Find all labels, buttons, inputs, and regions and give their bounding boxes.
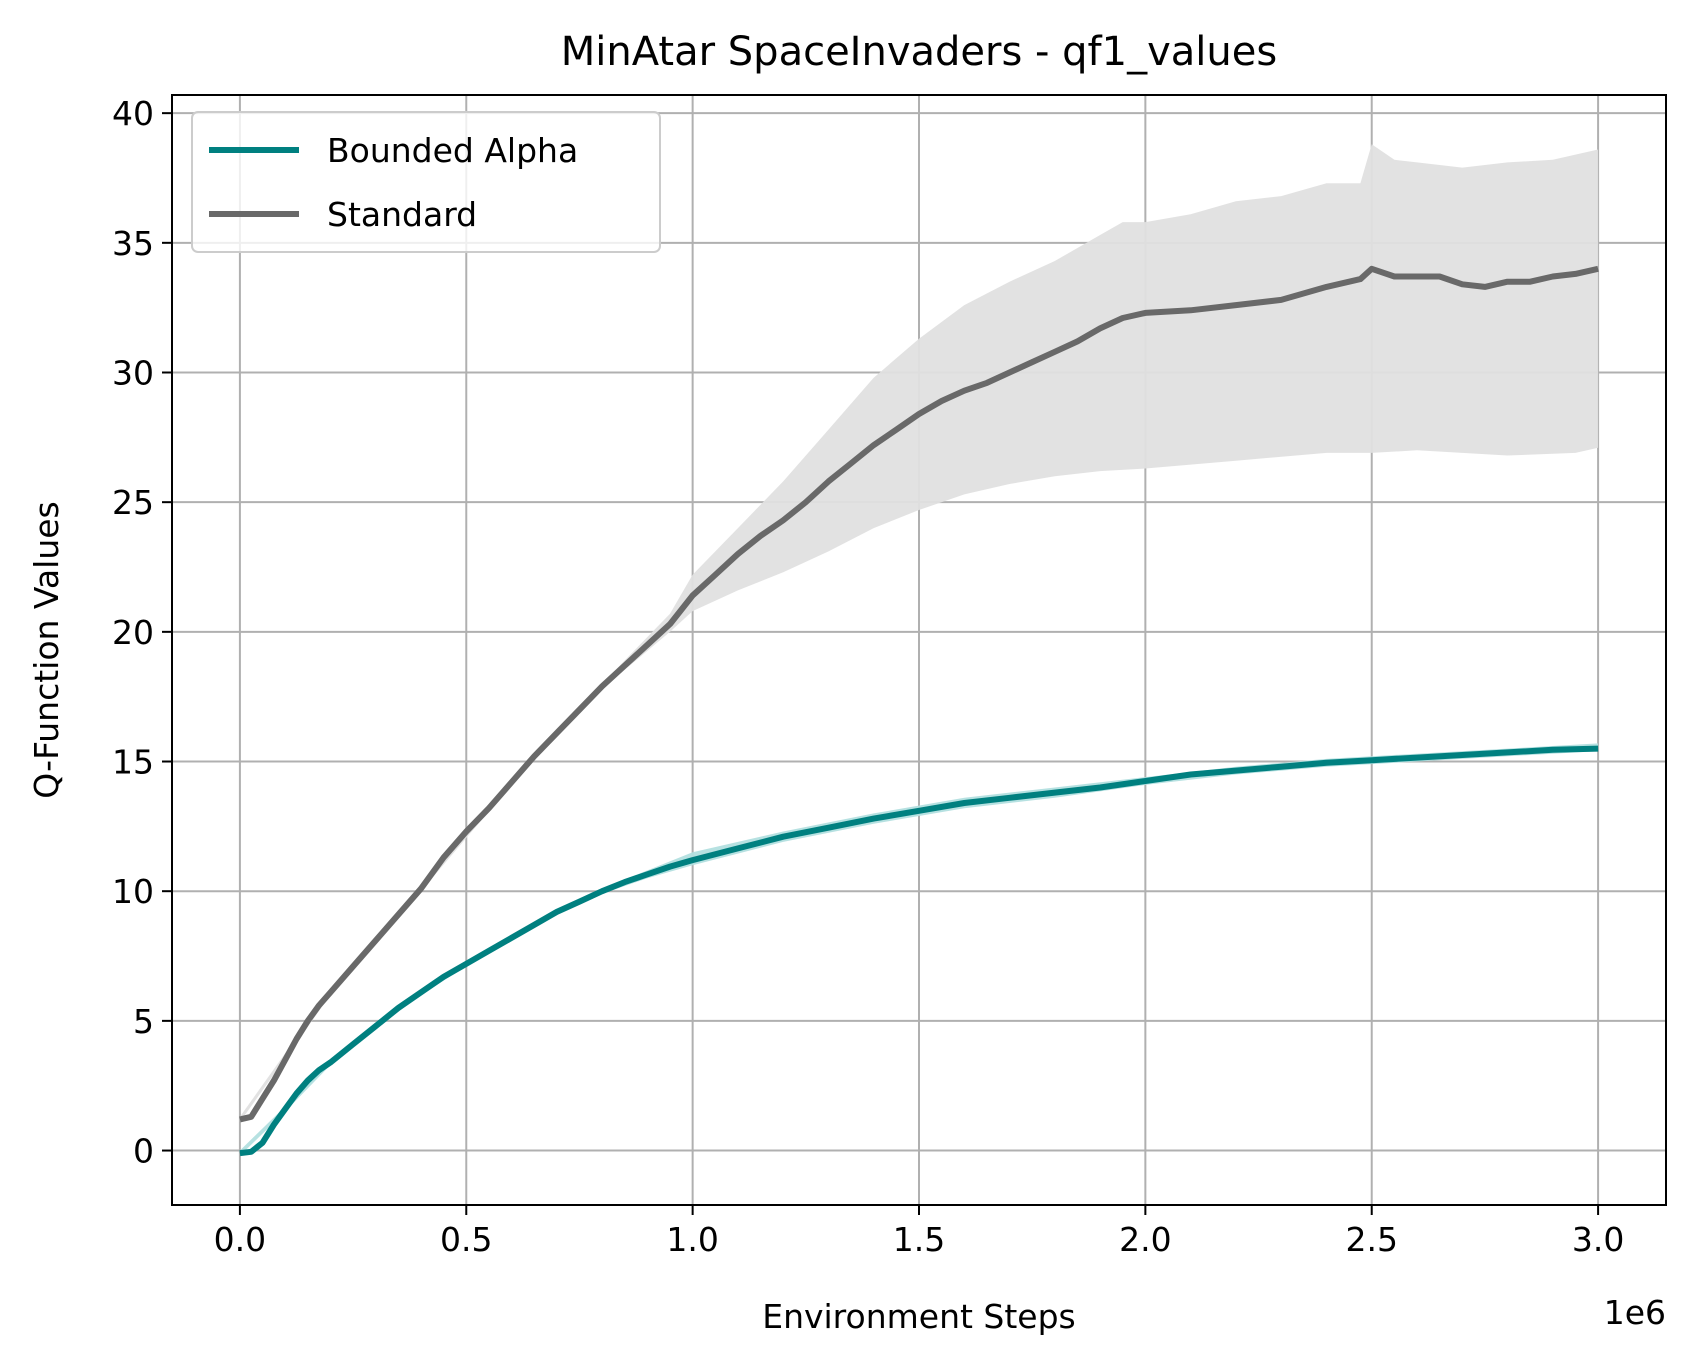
legend: Bounded Alpha Standard [191, 111, 661, 253]
x-tick-label: 1.5 [893, 1220, 945, 1259]
y-tick-label: 0 [133, 1132, 154, 1171]
y-tick-label: 25 [112, 483, 154, 522]
x-axis-offset-label: 1e6 [1604, 1293, 1666, 1332]
series-line-standard [239, 265, 1599, 1123]
x-tick-label: 3.0 [1572, 1220, 1624, 1259]
y-tick-label: 5 [133, 1002, 154, 1041]
y-tick-label: 20 [112, 613, 154, 652]
x-tick-label: 0.5 [440, 1220, 492, 1259]
x-tick-label: 1.0 [666, 1220, 718, 1259]
x-tick-label: 0.0 [214, 1220, 266, 1259]
y-tick-label: 35 [112, 224, 154, 263]
y-tick-label: 40 [112, 94, 154, 133]
legend-label-standard: Standard [327, 195, 477, 234]
y-tick-label: 15 [112, 743, 154, 782]
band-standard [239, 144, 1599, 1123]
y-axis-label: Q-Function Values [27, 501, 66, 798]
x-axis-label: Environment Steps [762, 1297, 1076, 1336]
y-tick-label: 30 [112, 354, 154, 393]
x-tick-label: 2.5 [1345, 1220, 1397, 1259]
axis-ticks: 0.0 0.5 1.0 1.5 2.0 2.5 3.0 0 5 10 15 20 25 30 35 40 [112, 94, 1624, 1259]
chart-title: MinAtar SpaceInvaders - qf1_values [561, 29, 1277, 75]
legend-label-bounded-alpha: Bounded Alpha [327, 131, 578, 170]
series-line-bounded-alpha [239, 745, 1599, 1157]
legend-box [191, 111, 661, 253]
series-lines [239, 265, 1599, 1157]
x-tick-label: 2.0 [1119, 1220, 1171, 1259]
confidence-bands [239, 144, 1599, 1156]
y-tick-label: 10 [112, 872, 154, 911]
